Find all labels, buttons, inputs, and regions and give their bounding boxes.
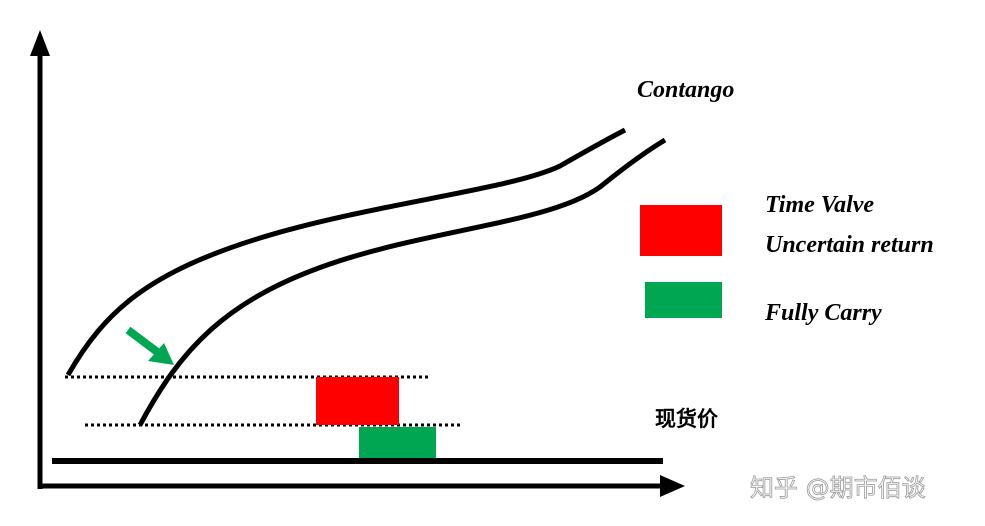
fully-carry-block [359, 427, 436, 458]
legend-label-uncertain-return: Uncertain return [765, 232, 934, 258]
time-value-block [316, 377, 399, 425]
contango-curve-upper [65, 127, 627, 377]
watermark: 知乎 @期市佰谈 [750, 474, 926, 502]
legend-label-fully-carry: Fully Carry [764, 300, 882, 326]
green-arrow-icon [125, 326, 174, 365]
spot-price-label: 现货价 [655, 407, 719, 431]
legend-label-time-value: Time Valve [765, 192, 874, 218]
legend-swatch-red [640, 205, 722, 256]
legend-swatch-green [645, 282, 722, 318]
contango-curve-lower [137, 137, 667, 427]
y-axis-arrowhead [30, 30, 50, 56]
x-axis-arrowhead [660, 475, 685, 497]
legend: Time Valve Uncertain return Fully Carry [640, 192, 934, 326]
contango-label: Contango [637, 77, 734, 103]
